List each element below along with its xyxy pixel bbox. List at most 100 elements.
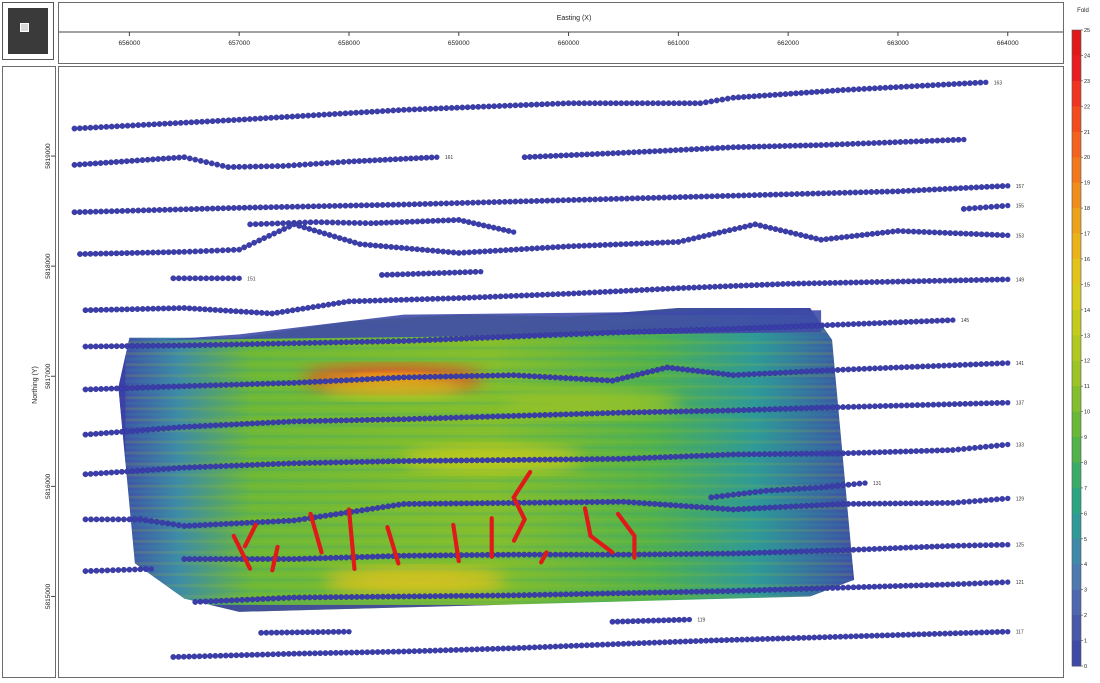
receiver-point [542,644,548,650]
viewport-indicator[interactable] [20,23,29,32]
receiver-point [641,455,648,461]
receiver-point [131,516,138,523]
receiver-point [343,339,350,346]
receiver-point [756,451,763,458]
receiver-point [87,431,94,438]
receiver-point [108,159,114,166]
receiver-point [829,322,836,328]
receiver-point [357,220,363,226]
receiver-point [792,230,799,237]
receiver-point [939,317,946,324]
receiver-point [126,566,133,573]
receiver-point [655,617,662,624]
receiver-point [764,281,771,288]
receiver-point [88,516,94,523]
receiver-point [326,232,333,238]
receiver-line [77,221,1011,257]
receiver-point [973,231,980,237]
receiver-point [866,583,873,590]
receiver-point [358,109,365,116]
receiver-point [798,548,805,555]
receiver-point [609,618,616,625]
receiver-point [317,650,324,657]
receiver-point [193,206,200,212]
receiver-point [325,629,332,635]
receiver-point [510,592,517,599]
receiver-point [505,413,512,419]
receiver-point [714,550,721,557]
y-tick-label: 5818000 [45,253,52,279]
receiver-point [416,106,423,113]
receiver-point [895,278,901,285]
receiver-point [453,647,460,653]
receiver-point [679,366,686,373]
receiver-point [191,305,198,312]
receiver-point [708,494,715,501]
fold-map-panel[interactable]: 163 161 157 155 153 151 149 145 141 137 133 131 129 1… [58,66,1064,678]
receiver-point [719,550,726,557]
receiver-point [305,112,312,119]
colorbar-tick-label: 0 [1084,664,1087,670]
receiver-point [586,196,593,203]
receiver-point [967,361,974,368]
receiver-point [227,308,234,314]
receiver-point [560,290,567,297]
fold-streak [118,600,855,604]
receiver-point [549,197,556,204]
receiver-point [641,500,648,507]
receiver-point [748,282,755,289]
receiver-point [363,202,370,209]
receiver-point [98,306,104,313]
receiver-point [983,400,990,407]
receiver-point [307,161,314,168]
colorbar-swatch [1072,538,1081,565]
receiver-point [230,246,237,253]
receiver-point [455,217,462,223]
receiver-point [244,420,250,427]
receiver-point [134,384,141,391]
receiver-point [594,551,601,558]
receiver-point [176,154,182,161]
receiver-point [568,642,575,649]
receiver-point [693,452,700,459]
receiver-point [378,219,385,226]
receiver-point [491,199,498,205]
receiver-point [897,448,904,455]
receiver-point [484,457,491,464]
receiver-point [823,236,830,243]
receiver-point [856,366,862,372]
receiver-point [428,154,435,161]
receiver-point [696,284,703,291]
receiver-point [82,209,89,215]
receiver-point [419,218,426,225]
receiver-point [468,592,475,599]
receiver-point [484,551,491,558]
overview-minimap[interactable] [2,2,54,60]
receiver-point [709,550,716,557]
receiver-point [214,247,221,254]
receiver-point [276,228,283,235]
receiver-point [766,92,773,99]
receiver-point [521,592,528,599]
receiver-point [233,556,240,562]
receiver-point [442,373,449,380]
receiver-point [484,500,491,507]
receiver-point [294,629,301,636]
receiver-point [936,277,943,284]
receiver-point [767,191,774,198]
receiver-point [850,584,857,591]
receiver-point [939,500,946,506]
receiver-point [993,579,1000,586]
receiver-point [862,480,868,486]
receiver-point [868,279,875,285]
receiver-point [225,205,232,211]
receiver-point [114,208,120,214]
receiver-point [186,522,193,529]
receiver-point [156,207,163,213]
receiver-point [531,412,538,419]
receiver-point [882,84,889,91]
receiver-point [259,380,266,387]
fold-streak [118,473,855,477]
receiver-point [353,594,360,600]
